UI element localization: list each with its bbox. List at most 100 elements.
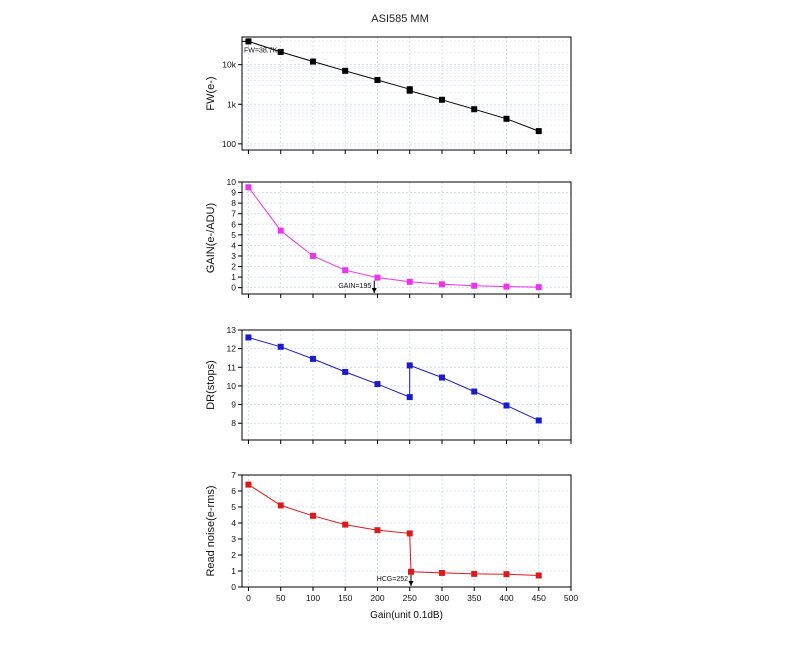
gain-data-point — [245, 184, 252, 191]
dr-data-point — [535, 417, 542, 424]
xtick-label: 500 — [564, 593, 578, 603]
gain-series-line — [248, 187, 539, 288]
dr-data-point — [374, 381, 381, 388]
rn-data-point — [408, 568, 415, 575]
dr-data-point — [245, 334, 252, 341]
gain-data-point — [342, 267, 349, 274]
gain-ytick-label: 2 — [231, 262, 236, 272]
rn-ytick-label: 2 — [231, 550, 236, 560]
gain-ytick-label: 9 — [231, 188, 236, 198]
fw-data-point — [438, 96, 445, 103]
rn-data-point — [374, 527, 381, 534]
fw-ytick-label: 100 — [222, 139, 236, 149]
gain-ytick-label: 4 — [231, 240, 236, 250]
xtick-label: 300 — [435, 593, 449, 603]
fw-data-point — [503, 115, 510, 122]
fw-ylabel: FW(e-) — [205, 76, 217, 110]
fw-data-point — [277, 48, 284, 55]
dr-data-point — [406, 362, 413, 369]
xtick-label: 150 — [338, 593, 352, 603]
dr-data-point — [503, 402, 510, 409]
gain-annotation-label: GAIN=195 — [338, 283, 371, 290]
rn-data-point — [438, 569, 445, 576]
fw-annotation-label: FW=38.7K — [244, 47, 278, 54]
gain-ylabel: GAIN(e-/ADU) — [205, 203, 217, 273]
gain-ytick-label: 8 — [231, 198, 236, 208]
fw-series-line — [248, 40, 539, 132]
gain-data-point — [471, 282, 478, 289]
dr-ytick-label: 9 — [231, 400, 236, 410]
dr-ylabel: DR(stops) — [205, 360, 217, 410]
dr-data-point — [309, 355, 316, 362]
dr-ytick-label: 8 — [231, 418, 236, 428]
rn-ytick-label: 0 — [231, 582, 236, 592]
rn-data-point — [503, 571, 510, 578]
xtick-label: 450 — [532, 593, 546, 603]
gain-data-point — [406, 278, 413, 285]
dr-ytick-label: 11 — [227, 362, 236, 372]
fw-data-point — [374, 77, 381, 84]
fw-data-point — [342, 67, 349, 74]
fw-ytick-label: 1k — [227, 99, 237, 109]
rn-ytick-label: 3 — [231, 534, 236, 544]
rn-ytick-label: 5 — [231, 502, 236, 512]
dr-ytick-label: 13 — [227, 325, 237, 335]
figure-title: ASI585 MM — [371, 13, 428, 25]
rn-data-point — [245, 481, 252, 488]
rn-data-point — [309, 512, 316, 519]
rn-ytick-label: 6 — [231, 486, 236, 496]
rn-plot-frame — [241, 474, 572, 588]
gain-data-point — [374, 274, 381, 281]
dr-plot-frame — [241, 329, 572, 441]
gain-data-point — [535, 284, 542, 291]
dr-ytick-label: 12 — [227, 344, 237, 354]
fw-plot-frame — [241, 36, 572, 151]
gain-ytick-label: 7 — [231, 209, 236, 219]
gain-data-point — [503, 283, 510, 290]
gain-data-point — [438, 281, 445, 288]
dr-data-point — [471, 388, 478, 395]
rn-data-point — [406, 530, 413, 537]
gain-ytick-label: 1 — [231, 272, 236, 282]
dr-series-line — [248, 337, 539, 421]
fw-data-point — [471, 106, 478, 113]
xtick-label: 200 — [370, 593, 384, 603]
xtick-label: 350 — [467, 593, 481, 603]
gain-data-point — [309, 252, 316, 259]
gain-ytick-label: 0 — [231, 283, 236, 293]
gain-annotation-arrowhead — [371, 288, 377, 293]
xtick-label: 0 — [246, 593, 251, 603]
gain-ytick-label: 10 — [227, 177, 237, 187]
xtick-label: 250 — [403, 593, 417, 603]
rn-data-point — [277, 502, 284, 509]
xtick-label: 50 — [276, 593, 286, 603]
gain-ytick-label: 6 — [231, 219, 236, 229]
fw-annotation-arrowhead — [244, 38, 249, 44]
rn-ylabel: Read noise(e-rms) — [205, 485, 217, 576]
fw-ytick-label: 10k — [222, 60, 236, 70]
gain-ytick-label: 3 — [231, 251, 236, 261]
gain-ytick-label: 5 — [231, 230, 236, 240]
fw-data-point — [406, 87, 413, 94]
rn-ytick-label: 7 — [231, 470, 236, 480]
rn-ytick-label: 4 — [231, 518, 236, 528]
dr-ytick-label: 10 — [227, 381, 237, 391]
fw-data-point — [535, 128, 542, 135]
dr-data-point — [342, 368, 349, 375]
dr-data-point — [277, 343, 284, 350]
xtick-label: 100 — [306, 593, 320, 603]
rn-annotation-label: HCG=252 — [377, 576, 408, 583]
xtick-label: 400 — [499, 593, 513, 603]
rn-data-point — [535, 572, 542, 579]
rn-data-point — [342, 521, 349, 528]
rn-series-line — [248, 484, 539, 576]
fw-data-point — [309, 58, 316, 65]
dr-data-point — [438, 374, 445, 381]
gain-plot-frame — [241, 181, 572, 295]
rn-ytick-label: 1 — [231, 566, 236, 576]
gain-data-point — [277, 227, 284, 234]
x-axis-label: Gain(unit 0.1dB) — [370, 610, 443, 621]
rn-data-point — [471, 570, 478, 577]
